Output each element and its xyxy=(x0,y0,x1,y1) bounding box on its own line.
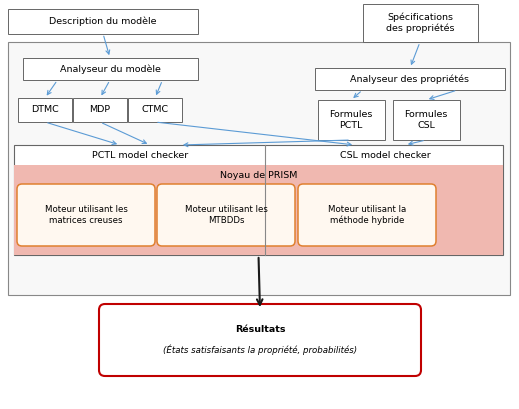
Text: CSL model checker: CSL model checker xyxy=(339,151,430,160)
Text: CTMC: CTMC xyxy=(142,106,169,115)
Bar xyxy=(14,145,503,255)
FancyBboxPatch shape xyxy=(298,184,436,246)
Bar xyxy=(315,68,505,90)
Text: Formules
CSL: Formules CSL xyxy=(404,110,448,130)
Bar xyxy=(362,4,477,42)
Text: Résultats: Résultats xyxy=(235,326,285,335)
Text: Analyseur des propriétés: Analyseur des propriétés xyxy=(350,74,470,84)
FancyBboxPatch shape xyxy=(17,184,155,246)
Bar xyxy=(8,9,198,34)
Text: Spécifications
des propriétés: Spécifications des propriétés xyxy=(386,13,454,33)
Bar xyxy=(8,42,510,295)
Bar xyxy=(392,100,459,140)
FancyBboxPatch shape xyxy=(99,304,421,376)
Bar xyxy=(128,98,182,122)
Text: Moteur utilisant les
MTBDDs: Moteur utilisant les MTBDDs xyxy=(185,205,267,225)
Bar xyxy=(14,165,503,255)
Bar xyxy=(73,98,127,122)
Text: (États satisfaisants la propriété, probabilités): (États satisfaisants la propriété, proba… xyxy=(163,345,357,355)
Text: DTMC: DTMC xyxy=(31,106,59,115)
Text: Moteur utilisant les
matrices creuses: Moteur utilisant les matrices creuses xyxy=(45,205,128,225)
Text: Noyau de PRISM: Noyau de PRISM xyxy=(220,171,297,180)
Text: Description du modèle: Description du modèle xyxy=(49,16,157,26)
Bar xyxy=(318,100,385,140)
FancyBboxPatch shape xyxy=(157,184,295,246)
Text: Moteur utilisant la
méthode hybride: Moteur utilisant la méthode hybride xyxy=(328,205,406,225)
Text: PCTL model checker: PCTL model checker xyxy=(92,151,188,160)
Text: MDP: MDP xyxy=(89,106,111,115)
Text: Formules
PCTL: Formules PCTL xyxy=(330,110,373,130)
Text: Analyseur du modèle: Analyseur du modèle xyxy=(60,64,160,74)
Bar xyxy=(22,58,198,80)
Bar xyxy=(18,98,72,122)
